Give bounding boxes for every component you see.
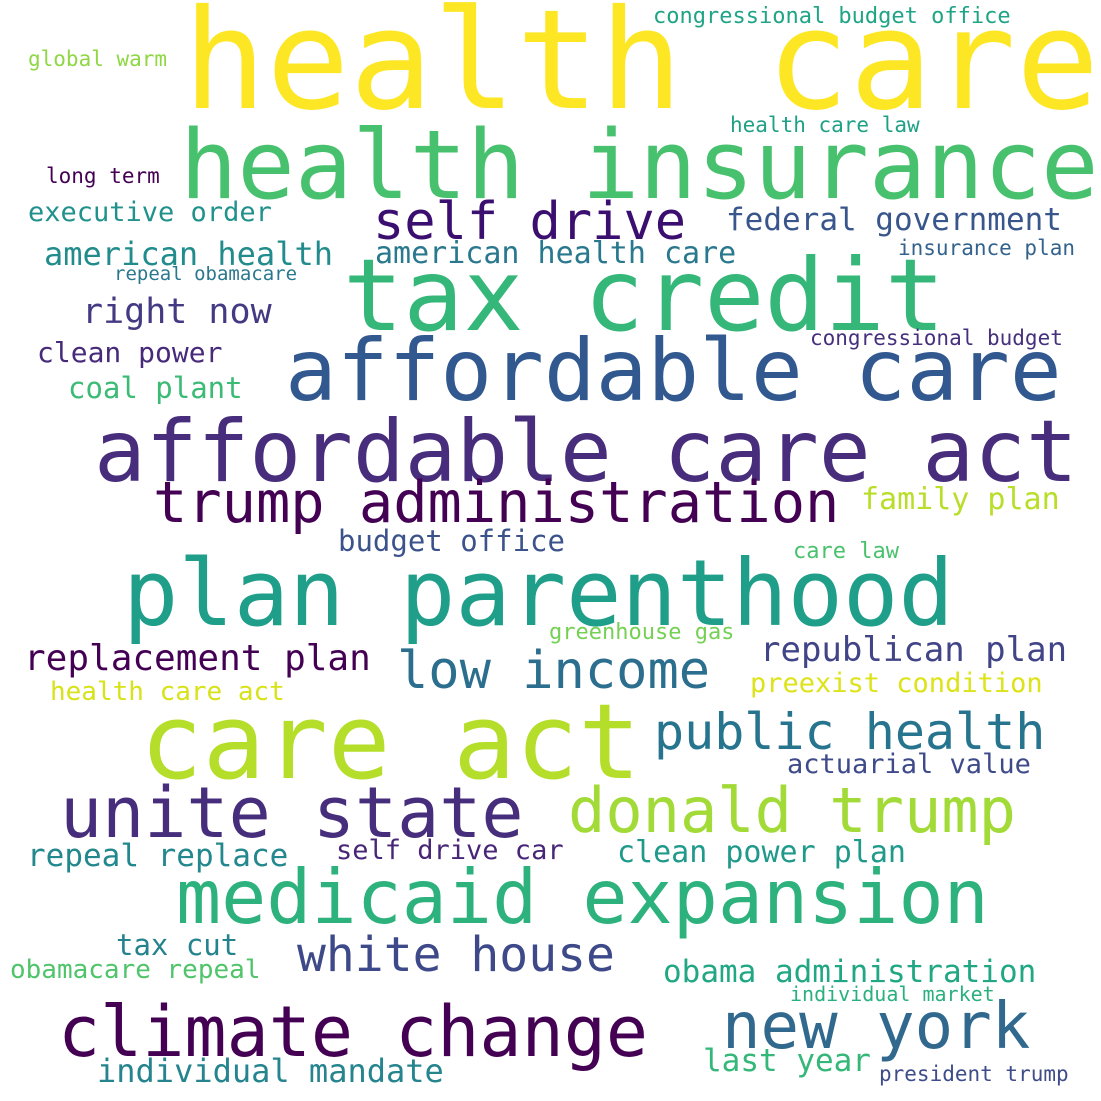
word-public-health: public health [654, 703, 1046, 761]
word-plan-parenthood: plan parenthood [123, 540, 954, 647]
word-congressional-budget-office: congressional budget office [653, 4, 1011, 29]
word-affordable-care: affordable care [285, 321, 1062, 421]
word-care-act: care act [140, 681, 641, 803]
word-obama-administration: obama administration [663, 954, 1037, 990]
word-self-drive: self drive [373, 192, 687, 252]
word-coal-plant: coal plant [68, 371, 243, 405]
word-low-income: low income [397, 641, 711, 701]
word-self-drive-car: self drive car [336, 835, 564, 866]
word-long-term: long term [46, 164, 160, 188]
word-american-health-care: american health care [375, 236, 737, 271]
word-american-health: american health [44, 235, 333, 273]
word-white-house: white house [297, 927, 615, 983]
word-tax-cut: tax cut [116, 928, 239, 962]
word-replacement-plan: replacement plan [24, 638, 371, 679]
word-republican-plan: republican plan [760, 630, 1068, 670]
word-executive-order: executive order [28, 197, 272, 228]
word-clean-power: clean power [37, 336, 223, 369]
word-repeal-replace: repeal replace [27, 838, 289, 874]
word-donald-trump: donald trump [568, 774, 1016, 847]
word-health-care: health care [183, 0, 1100, 141]
word-right-now: right now [82, 292, 272, 332]
word-health-care-act: health care act [50, 677, 285, 707]
word-unite-state: unite state [60, 772, 524, 854]
word-greenhouse-gas: greenhouse gas [549, 620, 735, 645]
word-preexist-condition: preexist condition [750, 668, 1043, 699]
word-individual-mandate: individual mandate [97, 1052, 444, 1090]
word-federal-government: federal government [726, 202, 1062, 238]
word-actuarial-value: actuarial value [787, 749, 1031, 780]
word-health-insurance: health insurance [180, 110, 1099, 221]
word-tax-credit: tax credit [343, 237, 946, 354]
word-care-law: care law [793, 539, 899, 564]
word-last-year: last year [703, 1043, 871, 1079]
word-congressional-budget: congressional budget [810, 326, 1063, 350]
word-new-york: new york [722, 990, 1031, 1064]
word-president-trump: president trump [879, 1062, 1069, 1086]
word-clean-power-plan: clean power plan [617, 835, 906, 870]
word-trump-administration: trump administration [153, 470, 840, 536]
word-budget-office: budget office [338, 524, 565, 558]
word-health-care-law: health care law [730, 113, 920, 137]
word-individual-market: individual market [790, 982, 995, 1006]
word-climate-change: climate change [58, 991, 649, 1073]
word-medicaid-expansion: medicaid expansion [176, 853, 989, 941]
word-family-plan: family plan [861, 482, 1060, 517]
word-global-warm: global warm [28, 47, 168, 71]
word-obamacare-repeal: obamacare repeal [10, 955, 261, 985]
word-affordable-care-act: affordable care act [94, 402, 1078, 502]
word-insurance-plan: insurance plan [898, 236, 1076, 260]
word-repeal-obamacare: repeal obamacare [114, 263, 298, 285]
